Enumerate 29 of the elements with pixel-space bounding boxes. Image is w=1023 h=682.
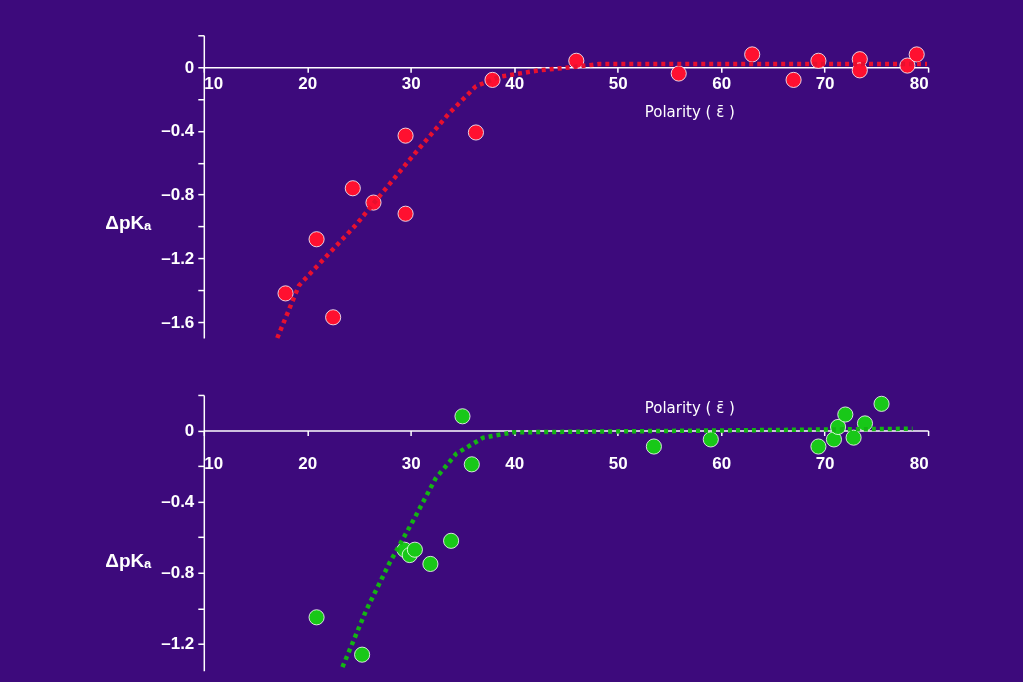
x-axis-title: Polarity ( ε̄ ) bbox=[644, 102, 735, 121]
x-tick-label: 50 bbox=[608, 73, 628, 93]
x-tick-label: 70 bbox=[815, 73, 835, 93]
y-tick-label: –0.8 bbox=[161, 563, 195, 583]
x-tick-label: 60 bbox=[712, 73, 732, 93]
y-tick-label: –1.6 bbox=[161, 312, 195, 332]
x-tick-label: 20 bbox=[298, 73, 318, 93]
y-tick-label: 0 bbox=[184, 421, 195, 441]
x-tick-label: 10 bbox=[204, 73, 224, 93]
x-tick-label: 70 bbox=[815, 453, 835, 473]
x-tick-label: 80 bbox=[909, 73, 929, 93]
y-tick-label: –0.4 bbox=[161, 121, 195, 141]
y-axis-title: ΔpKₐ bbox=[105, 550, 153, 572]
y-tick-label: –0.8 bbox=[161, 185, 195, 205]
x-axis-title: Polarity ( ε̄ ) bbox=[644, 399, 735, 418]
x-tick-label: 80 bbox=[909, 453, 929, 473]
x-tick-label: 50 bbox=[608, 453, 628, 473]
x-tick-label: 10 bbox=[204, 453, 224, 473]
x-tick-label: 20 bbox=[298, 453, 318, 473]
x-tick-label: 30 bbox=[401, 73, 421, 93]
x-tick-label: 60 bbox=[712, 453, 732, 473]
y-axis-title: ΔpKₐ bbox=[105, 211, 153, 233]
y-tick-label: –1.2 bbox=[161, 248, 195, 268]
x-tick-label: 30 bbox=[401, 453, 421, 473]
y-tick-label: –0.4 bbox=[161, 492, 195, 512]
x-tick-label: 40 bbox=[505, 73, 525, 93]
x-tick-label: 40 bbox=[505, 453, 525, 473]
y-tick-label: 0 bbox=[184, 57, 195, 77]
y-tick-label: –1.2 bbox=[161, 634, 195, 654]
